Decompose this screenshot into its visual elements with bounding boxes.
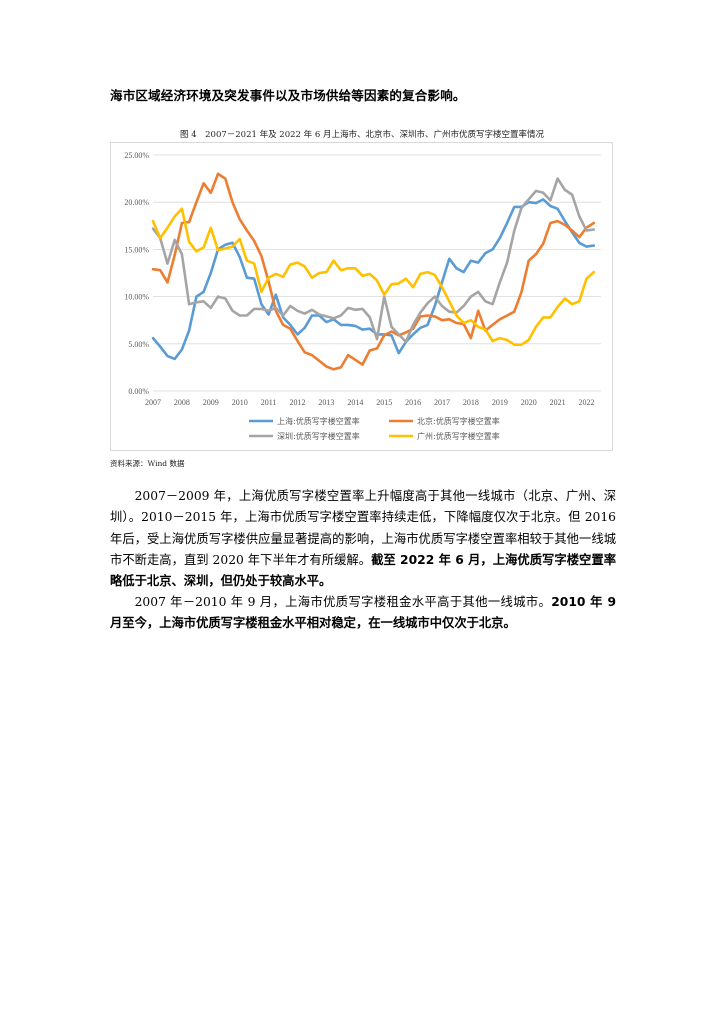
x-tick-label: 2020: [521, 398, 537, 407]
x-tick-label: 2007: [145, 398, 161, 407]
x-tick-label: 2012: [290, 398, 306, 407]
y-tick-label: 25.00%: [124, 151, 149, 160]
legend-label: 北京:优质写字楼空置率: [417, 416, 500, 426]
x-tick-label: 2019: [492, 398, 508, 407]
x-tick-label: 2018: [463, 398, 479, 407]
x-tick-labels: 2007 2008 2009 2010 2011 2012 2013 2014 2015 2016…: [145, 398, 595, 407]
x-tick-label: 2009: [203, 398, 219, 407]
y-tick-label: 0.00%: [128, 387, 149, 396]
figure-caption: 图 4 2007－2021 年及 2022 年 6 月上海市、北京市、深圳市、广…: [180, 130, 544, 140]
x-tick-label: 2014: [347, 398, 363, 407]
grid-lines: [153, 154, 601, 392]
x-tick-label: 2010: [232, 398, 248, 407]
paragraph-vacancy-emphasis: 截至 2022 年 6 月，上海优质写字楼空置率略低于北京、深圳，但仍处于较高水…: [110, 552, 616, 589]
legend-label: 上海:优质写字楼空置率: [277, 416, 360, 426]
x-tick-label: 2017: [434, 398, 450, 407]
series-line-2: [151, 172, 596, 371]
x-tick-label: 2013: [318, 398, 334, 407]
data-source-note: 资料来源：Wind 数据: [110, 459, 185, 468]
y-tick-label: 20.00%: [124, 198, 149, 207]
paragraph-vacancy-text: 2007－2009 年，上海优质写字楼空置率上升幅度高于其他一线城市（北京、广州…: [110, 489, 616, 567]
paragraph-rent: 2007 年－2010 年 9 月，上海市优质写字楼租金水平高于其他一线城市。2…: [110, 592, 616, 635]
x-tick-label: 2015: [376, 398, 392, 407]
vacancy-rate-chart: 0.00% 5.00% 10.00% 15.00% 20.00% 25.00% 2007 2…: [110, 142, 613, 451]
series-lines: [151, 172, 596, 371]
y-tick-labels: 0.00% 5.00% 10.00% 15.00% 20.00% 25.00%: [124, 151, 149, 396]
section-heading-line: 海市区域经济环境及突发事件以及市场供给等因素的复合影响。: [110, 88, 466, 103]
legend-label: 深圳:优质写字楼空置率: [277, 431, 360, 441]
y-tick-label: 15.00%: [124, 245, 149, 254]
series-line-4: [151, 207, 596, 346]
x-tick-label: 2021: [550, 398, 566, 407]
paragraph-rent-emphasis: 2010 年 9 月至今，上海市优质写字楼租金水平相对稳定，在一线城市中仅次于北…: [110, 595, 616, 631]
x-tick-label: 2008: [174, 398, 190, 407]
series-line-3: [151, 177, 596, 344]
x-tick-label: 2016: [405, 398, 421, 407]
legend-label: 广州:优质写字楼空置率: [417, 431, 500, 441]
y-tick-label: 10.00%: [124, 293, 149, 302]
x-tick-label: 2011: [261, 398, 277, 407]
paragraph-vacancy: 2007－2009 年，上海优质写字楼空置率上升幅度高于其他一线城市（北京、广州…: [110, 486, 616, 592]
chart-svg: 0.00%5.00%10.00%15.00%20.00%25.00% 2007 2…: [124, 151, 601, 441]
series-line-1: [151, 198, 596, 361]
y-tick-label: 5.00%: [128, 340, 149, 349]
paragraph-rent-text: 2007 年－2010 年 9 月，上海市优质写字楼租金水平高于其他一线城市。: [134, 595, 552, 609]
x-tick-label: 2022: [579, 398, 595, 407]
